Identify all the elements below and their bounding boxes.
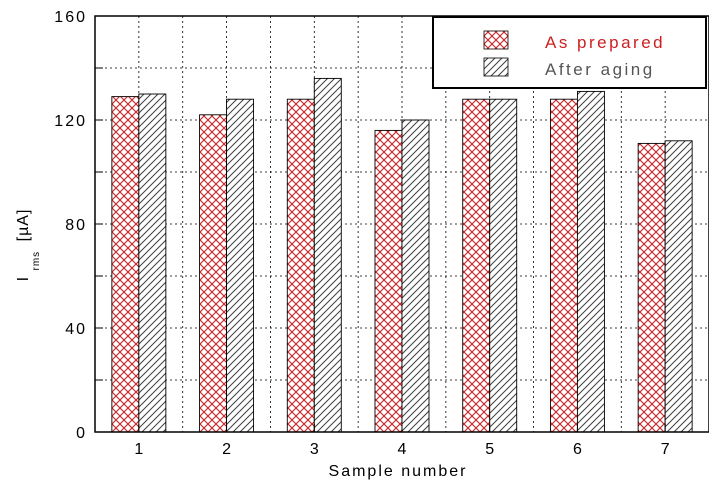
bar-after-aging xyxy=(313,77,342,433)
x-tick-label: 5 xyxy=(485,441,494,458)
bar-as-prepared xyxy=(286,98,315,433)
bar-as-prepared xyxy=(374,129,403,433)
legend-label-as-prepared: As prepared xyxy=(545,33,665,52)
bar-after-aging xyxy=(489,98,518,433)
y-tick-label: 80 xyxy=(65,217,87,234)
legend: As prepared After aging xyxy=(432,16,707,89)
bars xyxy=(111,77,693,433)
x-tick-label: 1 xyxy=(134,441,143,458)
bar-after-aging xyxy=(576,90,605,433)
x-tick-label: 2 xyxy=(222,441,231,458)
bar-after-aging xyxy=(401,119,430,433)
y-tick-label: 160 xyxy=(54,9,87,26)
y-tick-label: 0 xyxy=(76,425,87,442)
svg-text:I rms [µA]: I rms [µA] xyxy=(15,209,43,282)
x-tick-label: 4 xyxy=(398,441,407,458)
y-tick-label: 120 xyxy=(54,113,87,130)
x-tick-label: 3 xyxy=(310,441,319,458)
x-axis-label: Sample number xyxy=(329,463,468,480)
x-tick-label: 6 xyxy=(573,441,582,458)
legend-label-after-aging: After aging xyxy=(545,60,655,79)
y-axis-label-subscript: rms xyxy=(31,251,42,271)
ticks: 0 40 80 120 160 1 2 3 4 5 6 7 xyxy=(54,9,669,458)
bar-as-prepared xyxy=(462,98,491,433)
y-tick-label: 40 xyxy=(65,321,87,338)
legend-swatch-after-aging xyxy=(483,57,509,77)
bar-after-aging xyxy=(664,140,693,433)
bar-as-prepared xyxy=(549,98,578,433)
bar-after-aging xyxy=(138,93,167,433)
x-tick-label: 7 xyxy=(661,441,670,458)
bar-as-prepared xyxy=(637,142,666,433)
legend-swatch-as-prepared xyxy=(483,30,509,50)
bar-after-aging xyxy=(226,98,255,433)
bar-as-prepared xyxy=(199,114,228,433)
y-axis-label-main: I xyxy=(15,276,32,281)
bar-as-prepared xyxy=(111,96,140,433)
y-axis-label: I rms [µA] xyxy=(15,209,43,282)
y-axis-label-unit: [µA] xyxy=(15,209,32,242)
legend-box xyxy=(432,16,707,89)
